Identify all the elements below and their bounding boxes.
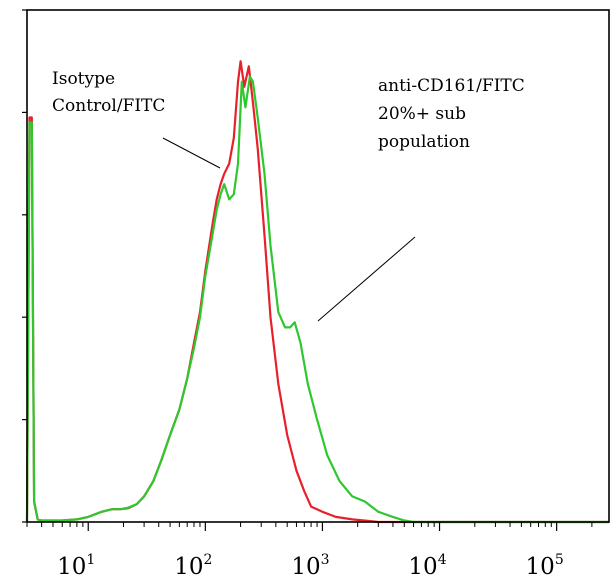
cd161-annotation-line-3: population — [378, 132, 470, 152]
isotype-annotation-label: Isotype Control/FITC — [52, 69, 165, 116]
isotype-annotation-line-1: Isotype — [52, 69, 115, 89]
x-tick-label: 105 — [526, 552, 564, 580]
x-tick-label: 101 — [57, 552, 95, 580]
isotype-annotation-line-2: Control/FITC — [52, 96, 165, 116]
x-tick-label: 102 — [174, 552, 212, 580]
histogram-series-1 — [25, 75, 609, 524]
x-tick-base: 10 — [174, 554, 203, 580]
x-tick-exponent: 2 — [204, 552, 213, 568]
x-tick-label: 104 — [408, 552, 446, 580]
x-tick-label: 103 — [291, 552, 329, 580]
x-tick-base: 10 — [408, 554, 437, 580]
x-tick-base: 10 — [526, 554, 555, 580]
x-tick-exponent: 5 — [555, 552, 564, 568]
x-tick-exponent: 4 — [438, 552, 447, 568]
x-tick-labels: 101 102 103 104 105 — [57, 552, 564, 580]
cd161-annotation-line-1: anti-CD161/FITC — [378, 76, 525, 96]
series-layer — [25, 60, 609, 524]
isotype-annotation-line — [162, 137, 221, 169]
cd161-annotation-line — [317, 236, 416, 322]
axis-ticks — [22, 9, 593, 531]
x-tick-exponent: 3 — [321, 552, 330, 568]
plot-frame — [26, 9, 610, 523]
x-tick-exponent: 1 — [86, 552, 95, 568]
x-tick-base: 10 — [57, 554, 86, 580]
x-tick-base: 10 — [291, 554, 320, 580]
annotation-lines — [162, 137, 416, 322]
plot-area-background — [27, 10, 609, 522]
cd161-annotation-line-2: 20%+ sub — [378, 104, 466, 124]
cd161-annotation-label: anti-CD161/FITC 20%+ sub population — [378, 76, 530, 152]
